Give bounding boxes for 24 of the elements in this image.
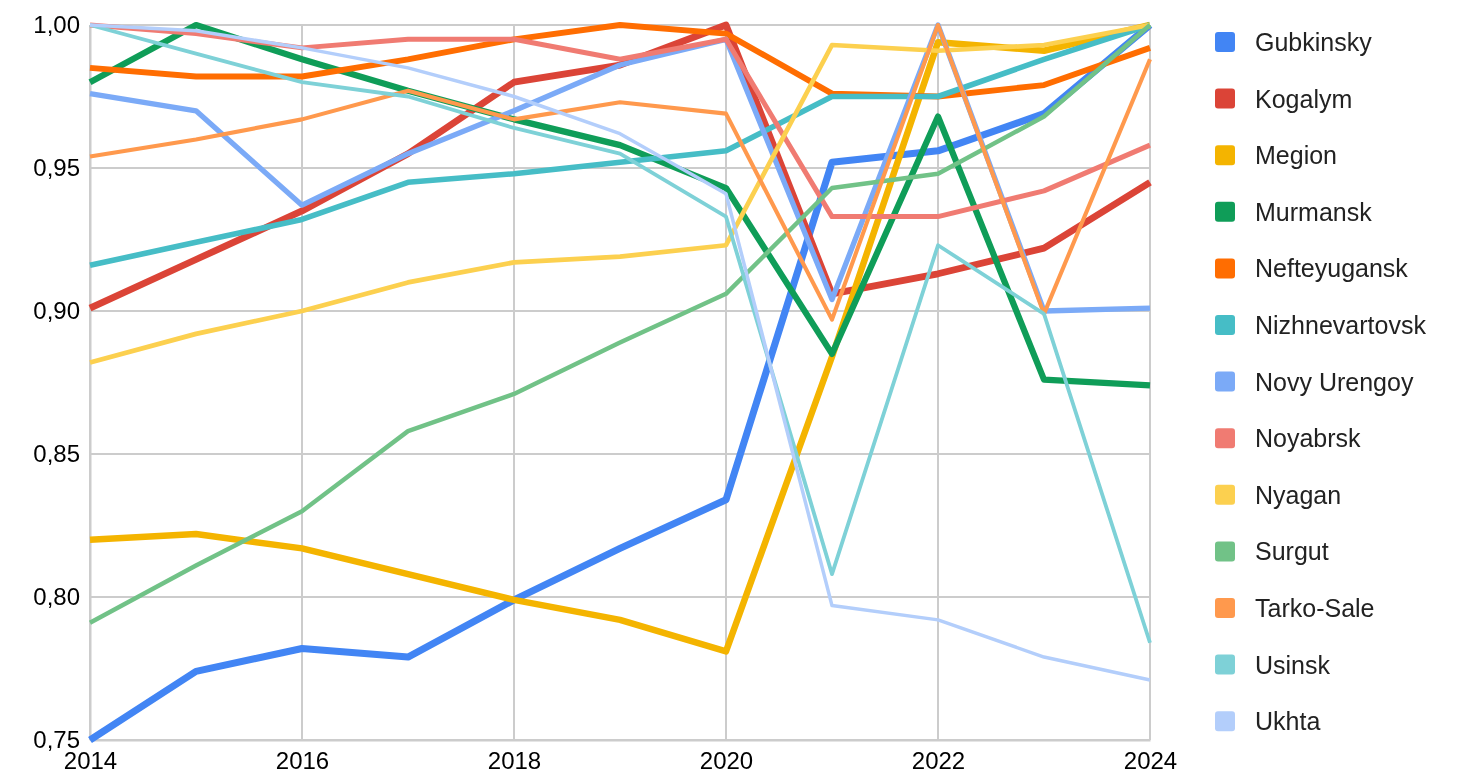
x-tick-label: 2022 <box>911 747 966 775</box>
y-tick-label: 1,00 <box>33 11 80 39</box>
x-tick-label: 2014 <box>63 747 118 775</box>
legend-label: Nefteyugansk <box>1255 254 1409 283</box>
legend-label: Nizhnevartovsk <box>1255 311 1427 339</box>
legend-label: Noyabrsk <box>1255 424 1362 453</box>
legend-label: Ukhta <box>1255 707 1321 736</box>
legend-label: Tarko-Sale <box>1255 594 1375 622</box>
x-tick-label: 2018 <box>487 747 542 775</box>
legend-label: Usinsk <box>1255 650 1331 679</box>
y-tick-label: 0,80 <box>33 583 80 611</box>
x-tick-label: 2024 <box>1123 747 1178 775</box>
legend-label: Kogalym <box>1255 84 1353 113</box>
legend-label: Megion <box>1255 141 1337 170</box>
legend-label: Surgut <box>1255 537 1329 566</box>
y-tick-label: 0,95 <box>33 154 80 182</box>
x-tick-label: 2016 <box>275 747 330 775</box>
legend-label: Novy Urengoy <box>1255 367 1414 396</box>
y-tick-label: 0,90 <box>33 297 80 325</box>
legend-label: Nyagan <box>1255 480 1342 509</box>
y-tick-label: 0,85 <box>33 440 80 468</box>
x-tick-label: 2020 <box>699 747 754 775</box>
legend-label: Murmansk <box>1255 197 1373 226</box>
legend-label: Gubkinsky <box>1255 28 1373 56</box>
